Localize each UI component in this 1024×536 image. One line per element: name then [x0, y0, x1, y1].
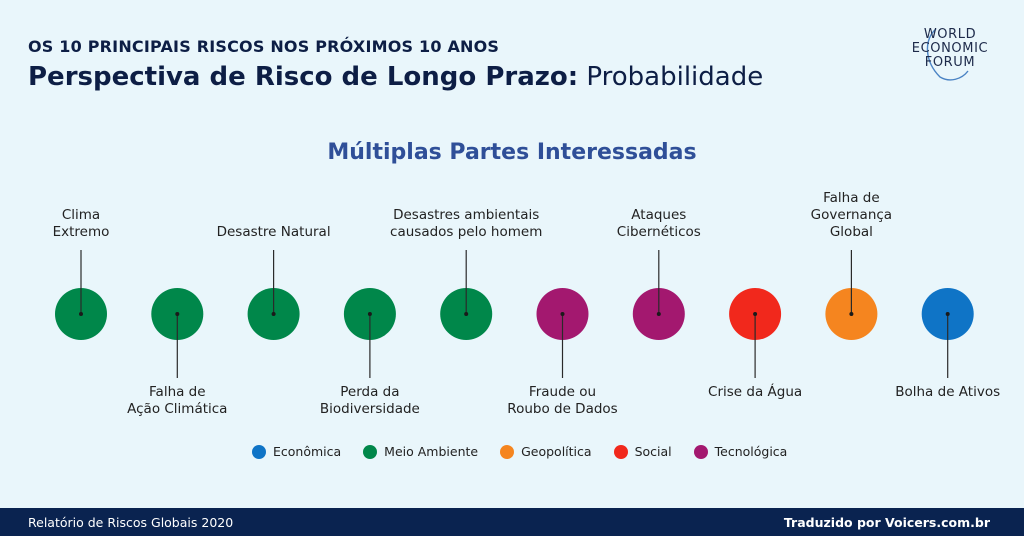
logo-line-3: FORUM: [924, 55, 976, 70]
risk-label: Desastres ambientais causados pelo homem: [390, 207, 543, 240]
logo-swoosh-icon: [926, 28, 969, 81]
risk-center-dot: [175, 312, 180, 316]
risk-center-dot: [945, 312, 950, 316]
legend-label: Tecnológica: [714, 444, 788, 459]
risk-center-dot: [560, 312, 565, 316]
risk-center-dot: [79, 312, 83, 316]
wef-logo: WORLD ECONOMIC FORUM: [900, 25, 1000, 81]
legend-label: Econômica: [273, 444, 342, 459]
risk-center-dot: [464, 312, 469, 316]
risk-center-dot: [367, 312, 372, 316]
risk-label: Ataques Cibernéticos: [616, 207, 701, 240]
legend-swatch: [252, 444, 266, 459]
legend-item: Tecnológica: [693, 444, 788, 459]
risk-label: Perda da Biodiversidade: [319, 384, 420, 417]
kicker-title: OS 10 PRINCIPAIS RISCOS NOS PRÓXIMOS 10 …: [28, 37, 500, 56]
legend-swatch: [363, 444, 378, 459]
risk-label: Bolha de Ativos: [895, 384, 1001, 400]
risk-label: Clima Extremo: [52, 207, 110, 240]
risk-center-dot: [753, 312, 758, 316]
legend-item: Social: [613, 444, 672, 459]
legend-swatch: [613, 444, 628, 459]
diagram-subtitle: Múltiplas Partes Interessadas: [327, 140, 697, 165]
risk-label: Desastre Natural: [216, 224, 331, 240]
legend-item: Geopolítica: [500, 444, 592, 459]
legend-label: Meio Ambiente: [384, 444, 479, 459]
risk-center-dot: [656, 312, 661, 316]
legend-item: Meio Ambiente: [363, 444, 478, 459]
risk-label: Crise da Água: [708, 384, 803, 400]
page-title-bold: Perspectiva de Risco de Longo Prazo:: [28, 62, 579, 92]
risk-label: Falha de Ação Climática: [127, 384, 228, 417]
page-title-regular: Probabilidade: [586, 62, 764, 92]
legend-swatch: [500, 444, 515, 459]
logo-line-2: ECONOMIC: [911, 41, 989, 56]
legend-label: Geopolítica: [521, 444, 592, 459]
legend: Econômica Meio Ambiente Geopolítica Social T…: [252, 444, 787, 459]
risk-center-dot: [271, 312, 276, 316]
footer-credit: Traduzido por Voicers.com.br: [783, 515, 990, 530]
risk-label: Fraude ou Roubo de Dados: [507, 384, 618, 417]
logo-line-1: WORLD: [923, 27, 977, 42]
page-title: Perspectiva de Risco de Longo Prazo: Pro…: [28, 62, 763, 92]
legend-label: Social: [634, 444, 672, 459]
legend-item: Econômica: [252, 444, 341, 459]
footer-report-name: Relatório de Riscos Globais 2020: [28, 515, 234, 530]
legend-swatch: [693, 444, 708, 459]
risk-label: Falha de Governança Global: [810, 190, 893, 240]
footer-bar: Relatório de Riscos Globais 2020 Traduzi…: [0, 508, 1024, 536]
risk-center-dot: [849, 312, 854, 316]
